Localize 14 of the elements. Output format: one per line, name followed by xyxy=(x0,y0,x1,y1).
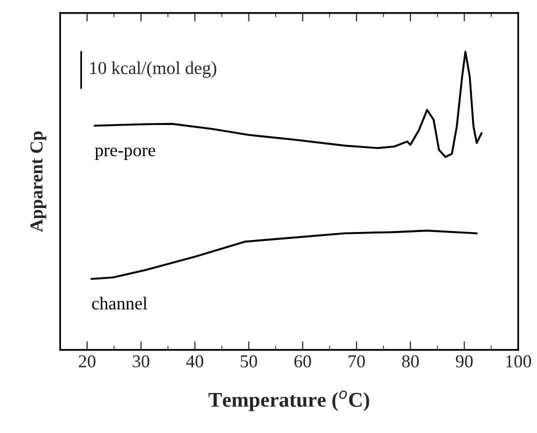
x-tick-label: 80 xyxy=(402,355,419,368)
x-tick-label: 90 xyxy=(456,355,473,368)
x-tick-label: 60 xyxy=(294,355,311,368)
series-label: channel xyxy=(92,296,148,310)
series-label: pre-pore xyxy=(94,148,156,160)
x-tick-label: 40 xyxy=(186,355,204,368)
x-tick-label: 50 xyxy=(240,355,258,368)
x-axis-title: Temperature ($^{o}$C) xyxy=(208,390,370,412)
y-axis-title: Apparent Cp xyxy=(30,131,46,232)
x-tick-label: 70 xyxy=(348,355,365,368)
annotation: 10 kcal/(mol deg) xyxy=(90,61,216,78)
x-tick-label: 100 xyxy=(506,355,532,368)
x-tick-label: 30 xyxy=(132,355,150,368)
x-tick-label: 20 xyxy=(78,355,96,368)
